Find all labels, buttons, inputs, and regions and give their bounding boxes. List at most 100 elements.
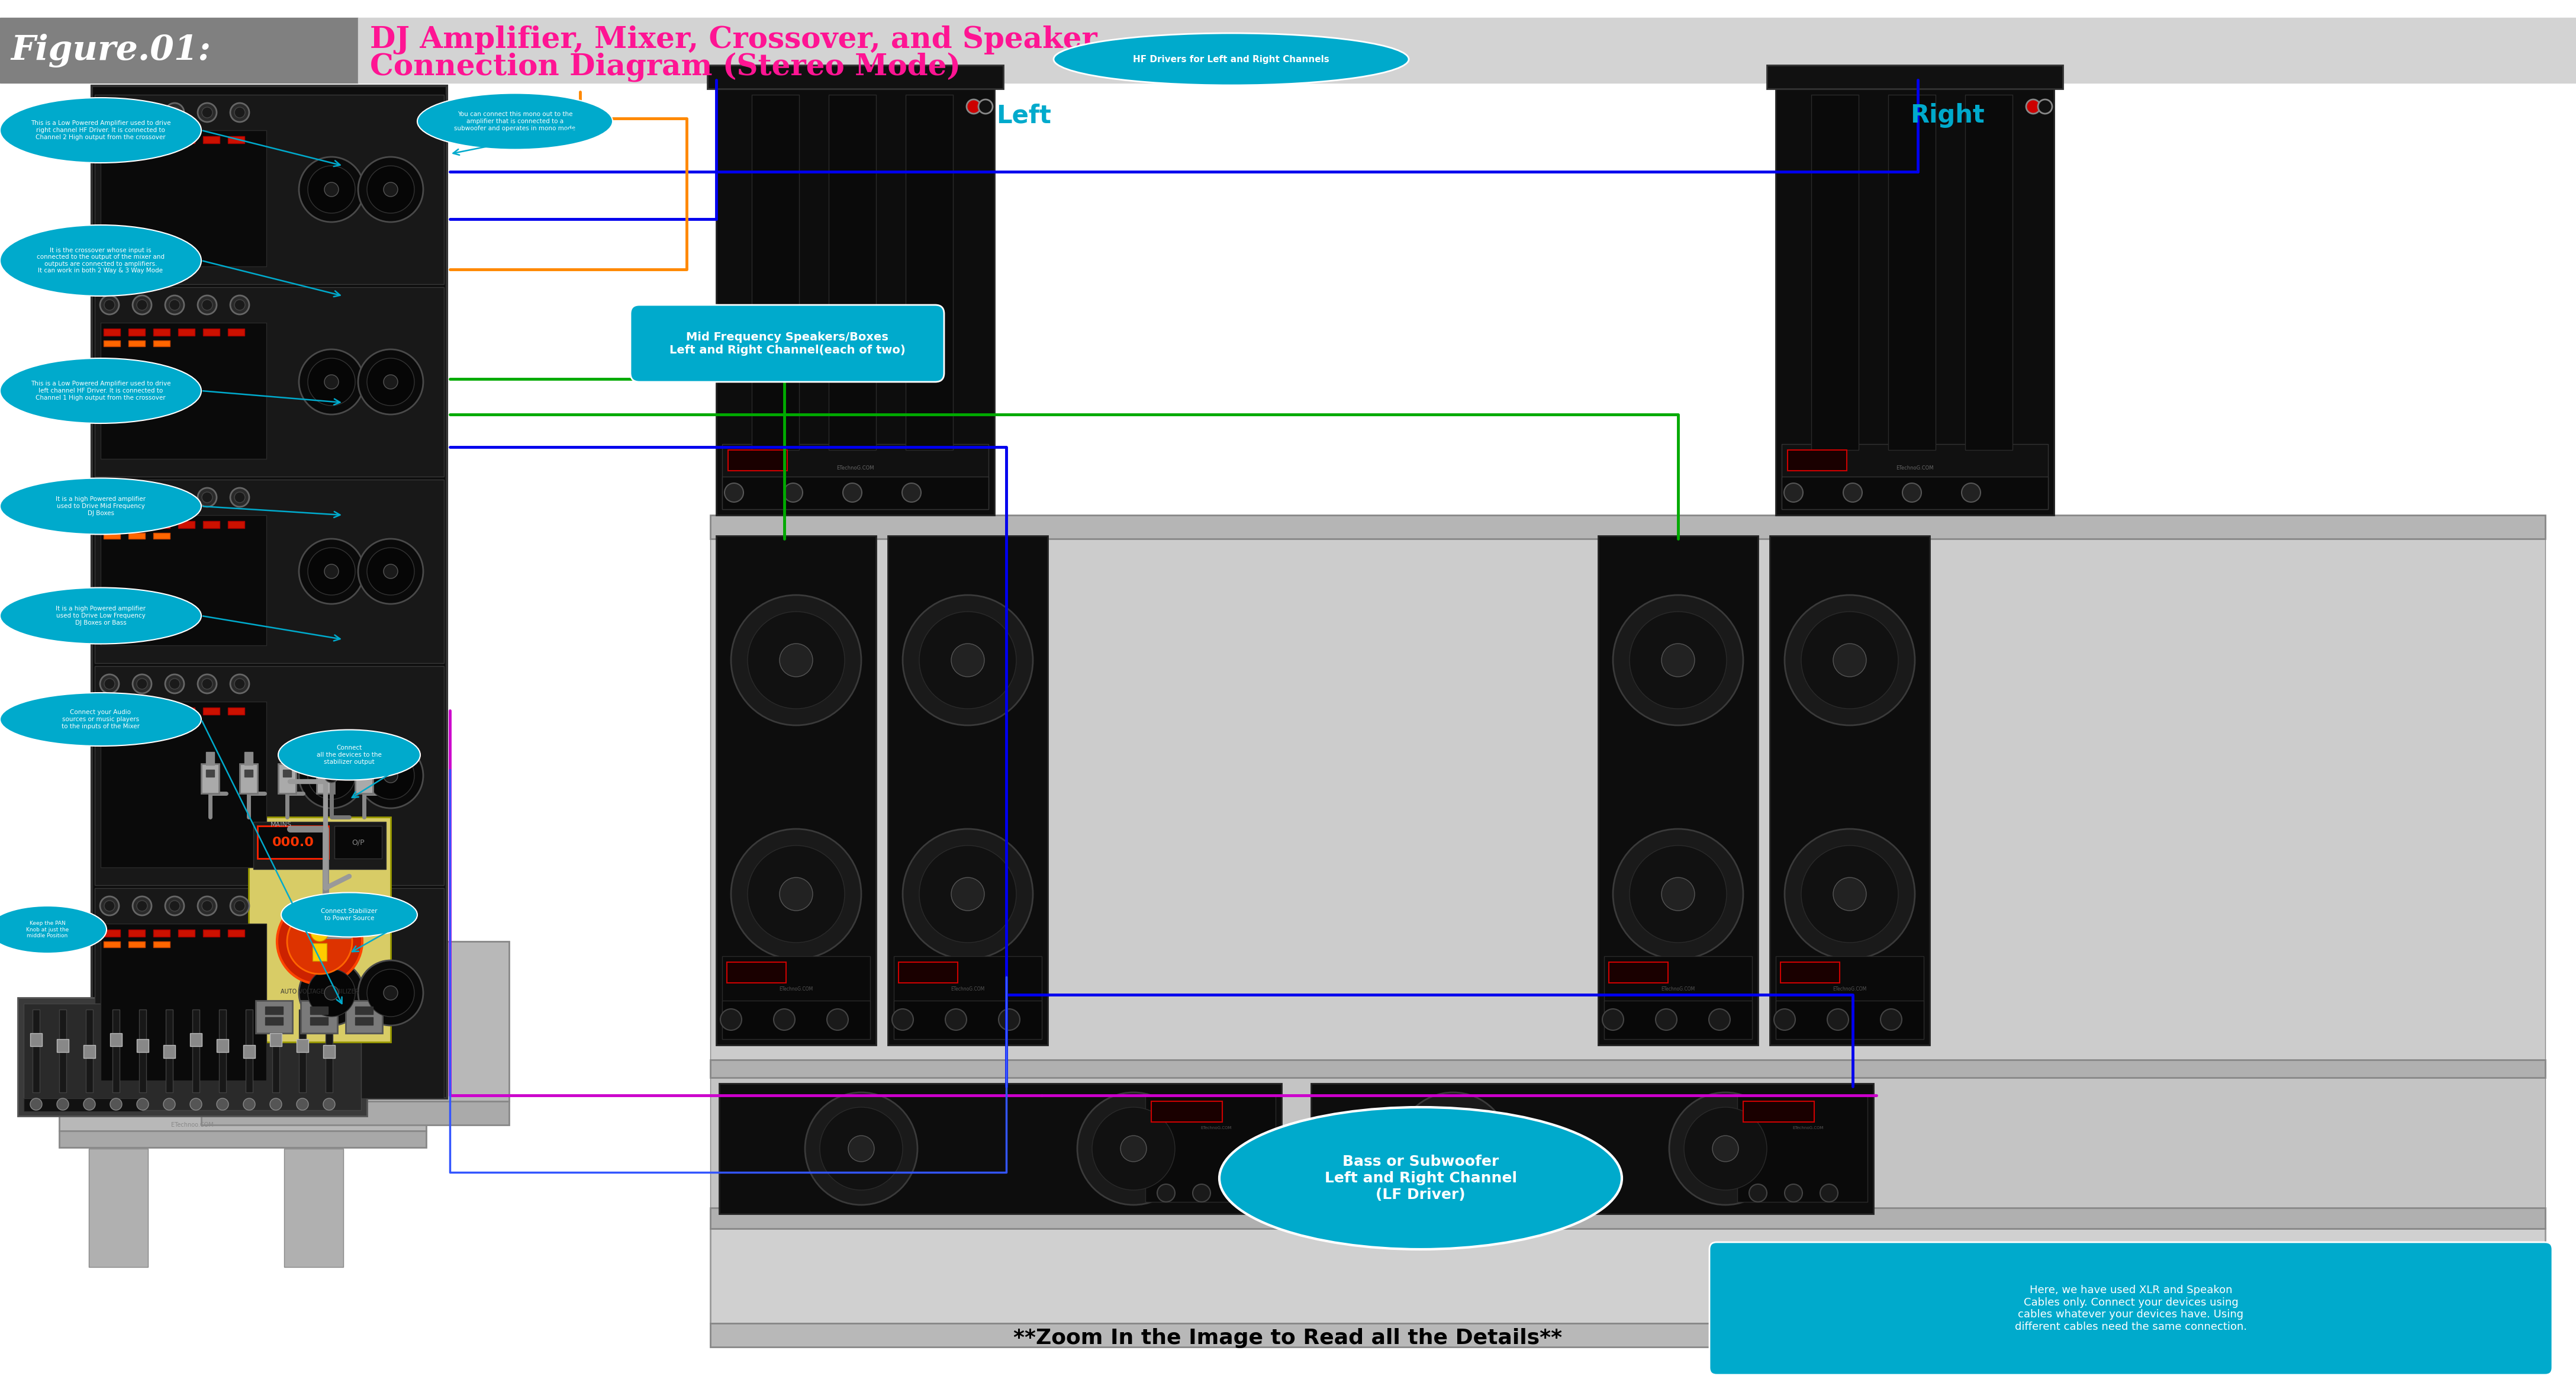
Ellipse shape	[417, 94, 613, 150]
Circle shape	[201, 678, 211, 689]
Text: MAINS: MAINS	[270, 821, 291, 828]
Bar	[721, 956, 871, 1039]
Circle shape	[299, 350, 363, 414]
Circle shape	[773, 1009, 796, 1031]
Circle shape	[358, 743, 422, 808]
Text: Bass or Subwoofer
Left and Right Channel
(LF Driver): Bass or Subwoofer Left and Right Channel…	[1324, 1154, 1517, 1201]
Bar	[103, 329, 121, 336]
Bar	[100, 702, 265, 867]
Circle shape	[1785, 483, 1803, 502]
Bar	[165, 1010, 173, 1093]
Bar	[103, 533, 121, 539]
Circle shape	[1775, 1009, 1795, 1031]
Text: 000.0: 000.0	[273, 837, 314, 849]
Bar	[178, 329, 196, 336]
Bar	[283, 769, 291, 777]
Bar	[129, 522, 144, 528]
Bar	[95, 480, 443, 663]
Text: ETechnoG.COM: ETechnoG.COM	[1793, 1126, 1824, 1130]
Bar	[711, 1324, 2545, 1347]
Circle shape	[358, 539, 422, 604]
Circle shape	[1121, 1135, 1146, 1161]
Circle shape	[201, 107, 211, 118]
Circle shape	[103, 900, 116, 911]
Circle shape	[358, 960, 422, 1025]
Circle shape	[384, 985, 397, 1000]
Circle shape	[783, 483, 804, 502]
Circle shape	[1801, 845, 1899, 943]
Bar	[711, 1208, 2545, 1229]
Circle shape	[299, 157, 363, 222]
Bar	[899, 962, 958, 982]
Text: ETechnoG.COM: ETechnoG.COM	[951, 987, 984, 992]
Bar	[1775, 956, 1924, 1039]
Circle shape	[191, 1098, 201, 1110]
Bar	[201, 1101, 510, 1126]
Circle shape	[1821, 1185, 1837, 1201]
Circle shape	[358, 157, 422, 222]
Bar	[103, 149, 121, 154]
Circle shape	[366, 751, 415, 799]
Circle shape	[137, 1098, 149, 1110]
Text: O/P: O/P	[353, 839, 366, 846]
Bar	[129, 941, 144, 947]
Circle shape	[198, 896, 216, 915]
Text: Connect Stabilizer
to Power Source: Connect Stabilizer to Power Source	[322, 908, 379, 921]
Circle shape	[100, 674, 118, 694]
Circle shape	[57, 1098, 70, 1110]
Circle shape	[951, 878, 984, 911]
Circle shape	[165, 896, 183, 915]
Circle shape	[216, 1098, 229, 1110]
Bar	[711, 1077, 2545, 1208]
Circle shape	[234, 678, 245, 689]
Circle shape	[103, 493, 116, 502]
Bar	[250, 817, 392, 1042]
Ellipse shape	[1218, 1108, 1623, 1249]
Circle shape	[2038, 99, 2053, 114]
Text: ETechnoG.COM: ETechnoG.COM	[778, 987, 814, 992]
Bar	[216, 1039, 229, 1053]
Circle shape	[242, 1098, 255, 1110]
Circle shape	[1440, 1135, 1466, 1161]
Text: **Zoom In the Image to Read all the Details**: **Zoom In the Image to Read all the Deta…	[1012, 1328, 1564, 1348]
Bar	[829, 95, 876, 450]
Bar	[137, 1039, 149, 1053]
Circle shape	[1412, 1108, 1494, 1190]
Bar	[1788, 450, 1847, 471]
Circle shape	[307, 165, 355, 213]
Bar	[278, 764, 296, 794]
Bar	[23, 1003, 361, 1110]
Ellipse shape	[1054, 33, 1409, 85]
Circle shape	[137, 900, 147, 911]
Bar	[193, 1010, 198, 1093]
Circle shape	[366, 358, 415, 406]
Bar	[155, 136, 170, 143]
Circle shape	[307, 548, 355, 594]
Text: Connection Diagram (Stereo Mode): Connection Diagram (Stereo Mode)	[371, 52, 961, 81]
Bar	[204, 136, 219, 143]
Bar	[85, 1010, 93, 1093]
Bar	[283, 1149, 343, 1267]
Circle shape	[299, 743, 363, 808]
Circle shape	[162, 1098, 175, 1110]
Circle shape	[384, 564, 397, 578]
Circle shape	[1613, 594, 1744, 725]
Circle shape	[747, 845, 845, 943]
Circle shape	[198, 674, 216, 694]
Circle shape	[325, 985, 337, 1000]
Circle shape	[1631, 845, 1726, 943]
Circle shape	[724, 483, 744, 502]
Bar	[1744, 1101, 1814, 1121]
Circle shape	[1077, 1093, 1190, 1205]
Circle shape	[103, 107, 116, 118]
Circle shape	[165, 103, 183, 122]
Circle shape	[1157, 1185, 1175, 1201]
Bar	[721, 1000, 871, 1039]
Bar	[255, 1000, 294, 1033]
Bar	[206, 751, 214, 765]
Bar	[103, 340, 121, 347]
Text: It is the crossover whose input is
connected to the output of the mixer and
outp: It is the crossover whose input is conne…	[36, 248, 165, 274]
Circle shape	[1656, 1009, 1677, 1031]
Bar	[155, 707, 170, 714]
Text: Right: Right	[1911, 103, 1984, 128]
